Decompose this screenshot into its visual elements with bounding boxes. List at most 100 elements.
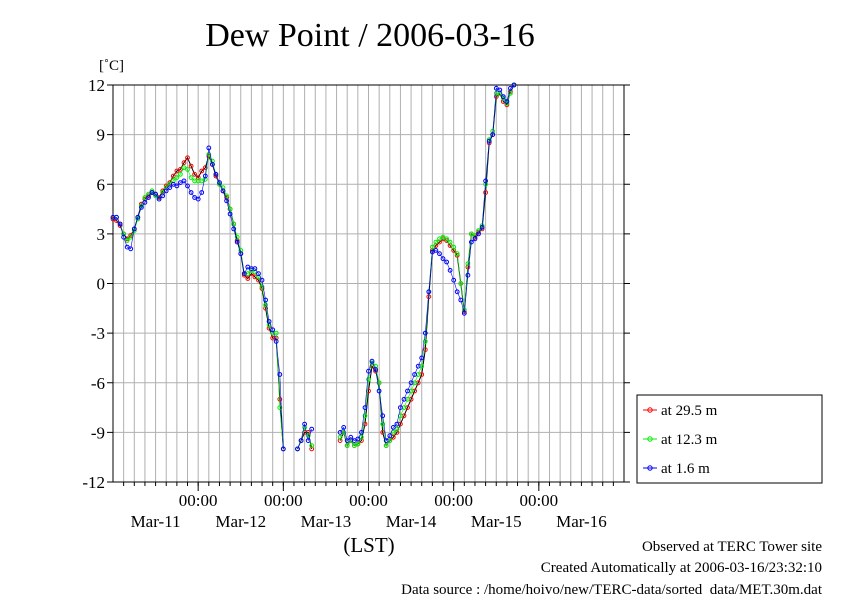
data-point: [188, 175, 194, 181]
data-point: [160, 193, 166, 199]
x-tick-date-label: Mar-12: [215, 512, 266, 531]
data-point: [146, 195, 151, 200]
y-tick-label: 0: [97, 275, 106, 294]
data-point: [394, 421, 400, 427]
data-point: [362, 405, 368, 411]
x-tick-time-label: 00:00: [179, 491, 218, 510]
data-point: [337, 434, 343, 440]
data-point: [149, 190, 155, 195]
series-2: [110, 82, 517, 452]
data-point: [210, 162, 215, 167]
data-point: [238, 248, 244, 253]
data-point: [163, 188, 169, 194]
data-point: [511, 82, 517, 88]
data-point: [266, 319, 272, 324]
data-point: [461, 310, 467, 316]
x-tick-date-label: Mar-16: [556, 512, 607, 531]
data-point: [390, 425, 396, 430]
x-axis-label: (LST): [343, 533, 394, 557]
data-point: [508, 90, 513, 96]
y-tick-label: 12: [88, 76, 105, 95]
data-point: [295, 446, 300, 452]
data-point: [273, 339, 279, 344]
data-point: [227, 206, 233, 212]
data-point: [433, 248, 439, 253]
x-tick-time-label: 00:00: [434, 491, 473, 510]
legend-swatch-marker: [647, 465, 653, 471]
data-point: [380, 430, 386, 435]
data-point: [465, 261, 471, 267]
data-point: [437, 251, 442, 257]
data-point: [192, 171, 198, 177]
data-point: [398, 405, 403, 411]
data-point: [234, 239, 240, 245]
x-axis: 00:00 Mar-11 00:00 Mar-12 00:00 Mar-13 00:00 Ma…: [123, 482, 614, 531]
data-point: [188, 163, 194, 169]
x-tick-time-label: 00:00: [264, 491, 303, 510]
data-point: [359, 430, 364, 435]
data-point: [245, 276, 251, 281]
data-point: [174, 175, 180, 181]
data-point: [142, 200, 148, 205]
data-point: [181, 178, 187, 184]
data-point: [241, 271, 247, 277]
data-point: [444, 236, 450, 242]
data-point: [447, 239, 453, 245]
legend: at 29.5 m at 12.3 m at 1.6 m: [636, 394, 823, 484]
y-tick-label: -12: [82, 473, 105, 492]
data-point: [426, 289, 432, 295]
data-point: [178, 171, 183, 177]
data-point: [422, 339, 428, 344]
data-point: [483, 178, 489, 184]
data-point: [153, 191, 159, 197]
data-point: [362, 413, 368, 419]
data-point: [440, 256, 446, 262]
data-point: [458, 297, 464, 303]
data-point: [270, 327, 276, 333]
data-point: [483, 190, 489, 195]
data-point: [376, 388, 382, 394]
data-point: [213, 171, 219, 177]
data-point: [451, 277, 457, 283]
data-point: [121, 234, 126, 240]
x-tick-date-label: Mar-13: [301, 512, 352, 531]
data-point: [408, 380, 414, 386]
data-point: [405, 388, 410, 394]
y-tick-label: -6: [91, 374, 105, 393]
data-point: [224, 198, 230, 204]
data-point: [181, 160, 187, 166]
data-point: [344, 443, 350, 449]
y-tick-label: 3: [97, 225, 106, 244]
x-tick-time-label: 00:00: [349, 491, 388, 510]
legend-box: [636, 394, 823, 484]
data-point: [139, 205, 144, 210]
data-point: [486, 138, 492, 144]
data-point: [231, 226, 237, 232]
data-point: [277, 405, 283, 411]
series-0: [110, 82, 517, 452]
data-point: [185, 167, 190, 172]
data-point: [238, 251, 244, 257]
footer-source: Data source : /home/hoivo/new/TERC-data/…: [401, 582, 823, 595]
data-point: [302, 421, 308, 427]
data-point: [298, 438, 304, 444]
data-point: [401, 396, 407, 402]
x-tick-date-label: Mar-15: [471, 512, 522, 531]
data-point: [383, 443, 389, 449]
legend-item: at 29.5 m: [643, 403, 718, 419]
data-point: [337, 430, 343, 435]
data-point: [185, 155, 190, 161]
data-point: [383, 438, 389, 444]
data-point: [234, 234, 240, 240]
data-point: [497, 87, 503, 93]
data-point: [476, 231, 481, 237]
legend-label: at 1.6 m: [661, 461, 710, 477]
data-point: [454, 251, 460, 257]
data-point: [220, 188, 226, 194]
legend-label: at 12.3 m: [661, 432, 718, 448]
data-point: [263, 302, 269, 308]
y-tick-label: -9: [91, 423, 105, 442]
data-point: [415, 363, 421, 369]
data-point: [433, 239, 439, 245]
